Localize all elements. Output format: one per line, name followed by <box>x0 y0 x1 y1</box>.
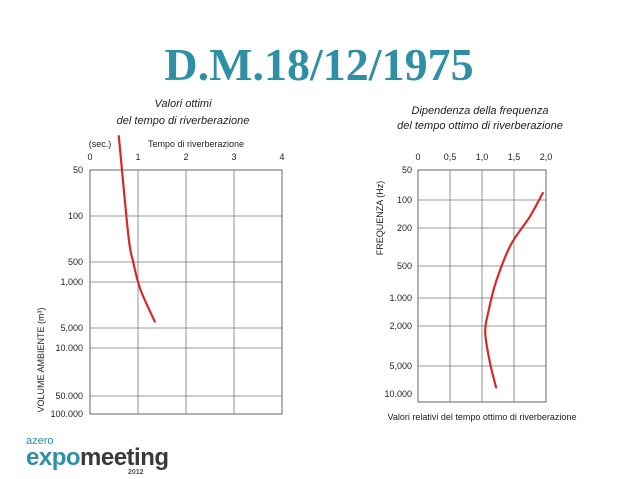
series-line <box>484 191 544 389</box>
y-tick-label: 100.000 <box>50 409 83 419</box>
x-tick-label: 1,0 <box>476 152 489 162</box>
chart-title: Dipendenza della frequenza <box>412 105 549 117</box>
y-tick-label: 100 <box>397 195 412 205</box>
y-tick-label: 500 <box>397 261 412 271</box>
y-tick-label: 50 <box>73 165 83 175</box>
x-tick-label: 1,5 <box>508 152 521 162</box>
x-axis-unit: (sec.) <box>89 139 112 149</box>
y-tick-label: 5,000 <box>60 323 83 333</box>
x-tick-label: 1 <box>135 152 140 162</box>
x-tick-label: 0 <box>415 152 420 162</box>
x-tick-label: 2,0 <box>540 152 553 162</box>
y-tick-label: 1.000 <box>389 293 412 303</box>
logo-expo: expo <box>26 444 81 471</box>
y-tick-label: 2,000 <box>389 321 412 331</box>
chart-title: Valori ottimi <box>154 98 212 110</box>
chart-subtitle: del tempo di riverberazione <box>117 115 250 127</box>
x-tick-label: 0 <box>87 152 92 162</box>
x-tick-label: 0,5 <box>444 152 457 162</box>
x-axis-label: Valori relativi del tempo ottimo di rive… <box>388 412 577 422</box>
y-axis-label: VOLUME AMBIENTE (m³) <box>36 307 46 412</box>
series-line <box>117 135 156 323</box>
x-axis-label: Tempo di riverberazione <box>148 139 244 149</box>
y-tick-label: 5,000 <box>389 361 412 371</box>
y-tick-label: 10.000 <box>384 389 412 399</box>
y-tick-label: 50 <box>402 165 412 175</box>
y-tick-label: 500 <box>68 257 83 267</box>
y-axis-label: FREQUENZA (Hz) <box>375 181 385 256</box>
logo-meeting: meeting <box>80 444 169 471</box>
y-tick-label: 10.000 <box>55 343 83 353</box>
x-tick-label: 2 <box>183 152 188 162</box>
x-tick-label: 3 <box>231 152 236 162</box>
y-tick-label: 100 <box>68 211 83 221</box>
y-tick-label: 200 <box>397 223 412 233</box>
expomeeting-logo: azero expomeeting 2012 <box>26 435 169 477</box>
y-tick-label: 50.000 <box>55 391 83 401</box>
page-title: D.M.18/12/1975 <box>164 39 474 90</box>
logo-azero: azero <box>26 435 54 447</box>
y-tick-label: 1,000 <box>60 277 83 287</box>
logo-wordmark: expomeeting <box>26 446 169 470</box>
x-tick-label: 4 <box>279 152 284 162</box>
logo-year: 2012 <box>128 469 144 476</box>
chart-subtitle: del tempo ottimo di riverberazione <box>397 120 563 132</box>
